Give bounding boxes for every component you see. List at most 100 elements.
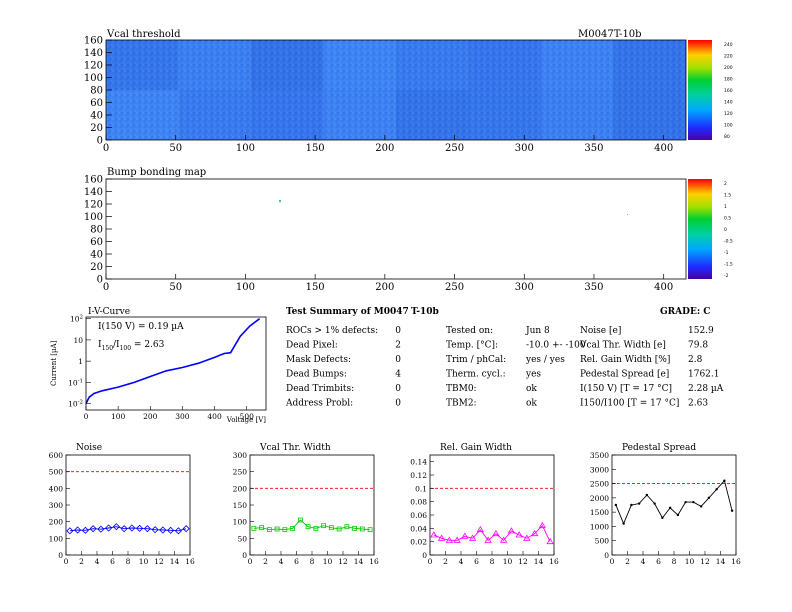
dead-bump-marker [627,214,628,215]
roc-chart-point [266,527,272,533]
roc-chart-x-tick-label: 12 [154,557,164,566]
roc-chart-point [437,534,446,541]
roc-block [468,40,541,90]
roc-chart-x-tick-label: 16 [185,557,195,566]
summary-row-label: Trim / phCal: [446,355,506,365]
roc-block [178,40,251,90]
roc-chart-x-tick-label: 4 [641,557,646,566]
vcal-threshold-title: Vcal threshold [106,29,181,40]
roc-chart-rel-gain-width: Rel. Gain Width 0 2 4 6 8 10 12 14 16 0 0.02 0.04 0.0… [410,443,559,566]
roc-chart-point [290,525,296,531]
roc-chart-series-line [433,524,551,542]
summary-row-value: yes / yes [525,355,565,365]
roc-chart-point [507,527,516,534]
palette-tick-label: 200 [724,65,733,71]
iv-annotation-current: I(150 V) = 0.19 µA [98,321,184,332]
roc-chart-y-tick-label: 0 [422,551,427,560]
iv-y-tick-label: 10-2 [68,400,83,409]
y-tick-label: 40 [90,111,103,122]
summary-row-label: Noise [e] [580,326,621,336]
roc-chart-x-tick-label: 4 [95,557,100,566]
summary-row-label: Vcal Thr. Width [e] [579,341,666,351]
summary-row-label: Address Probl: [285,399,353,409]
roc-chart-x-tick-label: 14 [716,557,726,566]
roc-chart-x-tick-label: 10 [323,557,333,566]
x-tick-label: 50 [169,143,182,154]
roc-chart-point [692,500,695,504]
palette-tick-label: 240 [724,42,733,48]
roc-chart-point [476,525,485,533]
roc-chart-series-line [69,526,187,532]
roc-chart-point [143,525,151,533]
summary-row-label: I(150 V) [T = 17 °C] [580,383,672,394]
x-tick-label: 50 [169,282,182,293]
roc-chart-point [151,526,159,534]
roc-chart-point [723,479,726,482]
y-tick-label: 40 [90,250,103,261]
y-tick-label: 160 [84,175,103,186]
roc-chart-x-tick-label: 2 [625,557,630,566]
roc-chart-series-line [253,519,371,531]
roc-chart-x-tick-label: 2 [79,557,84,566]
iv-x-ticks: 0 100 200 300 400 500 [84,406,254,421]
roc-block [541,40,614,90]
roc-chart-y-tick-label: 0 [604,551,609,560]
palette-tick-label: 0 [724,227,727,233]
roc-chart-point [630,503,633,507]
roc-block [106,40,179,90]
roc-chart-x-tick-label: 4 [279,557,284,566]
roc-chart-y-tick-label: 300 [233,451,248,460]
roc-chart-point [715,488,718,491]
roc-chart-point [259,525,265,531]
roc-chart-point [430,531,438,538]
summary-row-label: Tested on: [446,326,493,336]
x-tick-label: 100 [236,143,255,154]
iv-x-tick-label: 300 [175,412,190,421]
iv-x-tick-label: 400 [207,412,222,421]
roc-block [396,40,469,90]
roc-block [251,40,324,90]
roc-chart-x-tick-label: 6 [656,557,661,566]
summary-row-label: TBM0: [446,384,477,394]
roc-chart-y-tick-label: 500 [49,468,64,477]
roc-chart-x-tick-label: 8 [672,557,677,566]
x-tick-label: 300 [515,282,534,293]
roc-chart-point [112,523,120,531]
roc-chart-y-tick-label: 300 [49,501,64,510]
roc-block [468,90,541,140]
roc-chart-title: Noise [76,443,102,453]
iv-xlabel: Voltage [V] [226,416,266,424]
roc-chart-x-tick-label: 0 [64,557,69,566]
roc-chart-y-tick-label: 600 [49,451,64,460]
roc-chart-point [74,526,82,534]
summary-row-value: 4 [395,370,401,380]
roc-chart-y-tick-label: 400 [49,484,64,493]
roc-chart-point [105,524,113,532]
summary-row-label: Mask Defects: [286,355,351,365]
palette-tick-label: 80 [724,134,730,140]
roc-chart-frame [429,454,555,556]
roc-chart-y-tick-label: 0 [58,551,63,560]
roc-chart-point [81,526,89,534]
roc-chart-point [89,525,97,533]
summary-row-value: 79.8 [688,341,708,351]
roc-chart-x-tick-label: 6 [474,557,479,566]
roc-chart-y-tick-label: 1500 [590,508,609,517]
summary-row-label: ROCs > 1% defects: [286,326,378,336]
x-tick-label: 400 [654,143,673,154]
x-tick-label: 200 [375,282,394,293]
iv-curve-panel: I-V-Curve I(150 V) = 0.19 µA I150/I100 =… [50,307,267,424]
x-tick-label: 150 [306,143,325,154]
roc-chart-title: Rel. Gain Width [440,443,512,453]
roc-chart-point [523,534,531,541]
roc-chart-y-tick-label: 3000 [590,465,609,474]
y-tick-label: 20 [90,262,103,273]
y-tick-label: 140 [84,48,103,59]
roc-block [613,90,686,140]
roc-chart-y-tick-label: 200 [49,518,64,527]
roc-chart-point [251,525,257,531]
iv-y-tick-label: 102 [70,315,83,324]
palette-tick-label: -1 [724,250,729,256]
roc-chart-point [730,509,734,512]
iv-y-tick-label: 10 [73,336,83,345]
